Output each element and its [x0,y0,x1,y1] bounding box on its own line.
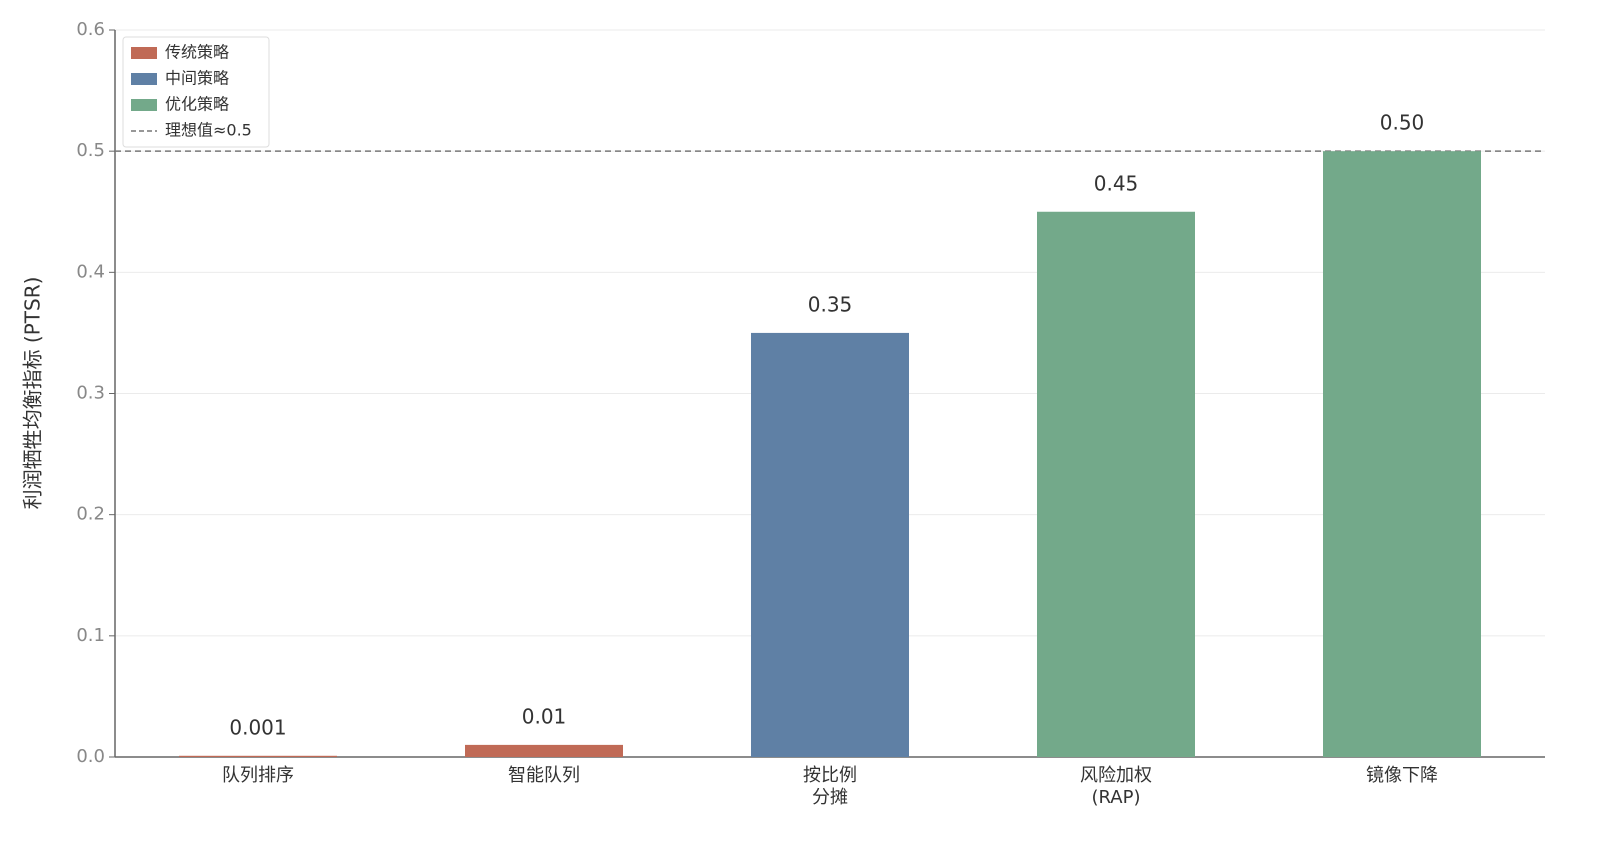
legend-label: 中间策略 [165,69,229,88]
value-label: 0.45 [1094,171,1139,195]
x-tick-label: 风险加权 [1080,765,1152,786]
x-tick-label: 分摊 [812,787,848,808]
y-tick-label: 0.6 [76,19,105,40]
x-tick-label: 按比例 [803,765,857,786]
legend-swatch [131,47,157,59]
y-tick-label: 0.4 [76,261,105,282]
y-axis-label: 利润牺牲均衡指标 (PTSR) [21,277,45,510]
bar [751,332,909,757]
y-tick-label: 0.5 [76,140,105,161]
bar [1323,151,1481,757]
bar [1037,211,1195,757]
value-label: 0.001 [229,715,286,739]
y-tick-label: 0.1 [76,625,105,646]
bar [179,755,337,757]
x-tick-label: 队列排序 [222,765,294,786]
bar [465,744,623,757]
legend-label: 优化策略 [165,95,229,114]
legend-label: 理想值≈0.5 [165,121,252,140]
x-tick-label: 镜像下降 [1366,765,1438,786]
value-label: 0.50 [1380,111,1425,135]
x-tick-label: 智能队列 [508,765,580,786]
y-tick-label: 0.0 [76,746,105,767]
x-tick-label: (RAP) [1092,787,1141,808]
legend-swatch [131,73,157,85]
value-label: 0.35 [808,292,853,316]
y-tick-label: 0.2 [76,504,105,525]
legend-label: 传统策略 [165,43,229,62]
legend-box [122,36,270,148]
value-label: 0.01 [522,704,567,728]
legend-swatch [131,99,157,111]
y-tick-label: 0.3 [76,383,105,404]
